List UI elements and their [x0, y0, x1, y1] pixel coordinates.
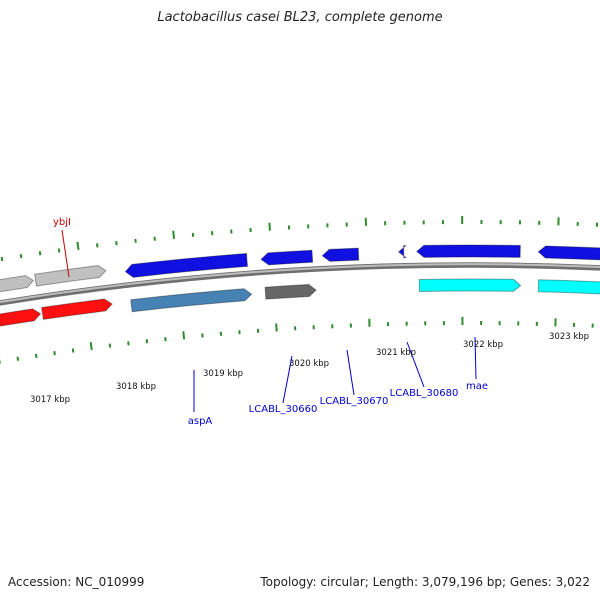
tick-mark [38, 251, 42, 256]
tick-mark [34, 353, 38, 359]
tick-mark [182, 331, 186, 340]
gene-arrow-LCABL_30670[interactable] [321, 247, 360, 262]
tick-mark [71, 348, 75, 353]
leader-line [346, 349, 355, 396]
genome-backbone [0, 262, 600, 306]
scale-label: 3018 kbp [116, 382, 156, 392]
gene-arrow-LCABL_30660[interactable] [260, 249, 314, 266]
gene-arrow-blue-right[interactable] [537, 245, 600, 261]
gene-label-ybjI[interactable]: ybjI [53, 217, 71, 228]
inner-tick-track [0, 316, 594, 364]
gene-arrow-grey[interactable] [34, 264, 107, 287]
gene-arrow-cyan-right[interactable] [537, 279, 600, 295]
genome-summary-text: Topology: circular; Length: 3,079,196 bp… [260, 575, 590, 589]
accession-text: Accession: NC_010999 [8, 575, 145, 589]
feature-track [0, 244, 600, 327]
tick-mark [16, 356, 20, 361]
scale-label: 3023 kbp [549, 332, 589, 342]
tick-mark [57, 248, 61, 253]
tick-mark [19, 253, 23, 259]
leader-line [282, 355, 293, 404]
tick-mark [76, 241, 80, 251]
label-leaders [61, 229, 477, 412]
leader-line [406, 341, 425, 388]
gene-label-mae[interactable]: mae [466, 381, 488, 392]
gene-labels: ybjI aspA LCABL_30660LCABL_30670LCABL_3068… [53, 217, 488, 427]
backbone-highlight [0, 263, 600, 304]
scale-label: 3019 kbp [203, 369, 243, 379]
tick-mark [172, 230, 175, 239]
tick-mark [268, 222, 271, 231]
gene-arrow-mae-upper[interactable] [415, 244, 521, 258]
tick-mark [89, 341, 93, 351]
tick-mark [108, 343, 112, 348]
scale-labels: 3017 kbp 3018 kbp 3019 kbp 3020 kbp 3021 kbp… [30, 332, 589, 405]
gene-label-LCABL_30680[interactable]: LCABL_30680 [390, 388, 459, 399]
gene-arrow-LCABL_30680[interactable] [397, 245, 408, 259]
gene-label-LCABL_30660[interactable]: LCABL_30660 [249, 404, 318, 415]
genome-title: Lactobacillus casei BL23, complete genom… [157, 10, 443, 25]
gene-label-aspA[interactable]: aspA [188, 416, 213, 427]
gene-arrow-aspA[interactable] [130, 288, 253, 313]
gene-arrow-blue-aspA[interactable] [124, 252, 249, 278]
leader-line [474, 336, 477, 380]
gene-label-LCABL_30670[interactable]: LCABL_30670 [320, 396, 389, 407]
leader-line [61, 229, 70, 278]
tick-mark [96, 243, 99, 248]
gene-arrow-mae[interactable] [418, 278, 522, 292]
tick-mark [0, 256, 4, 262]
scale-label: 3021 kbp [376, 348, 416, 358]
outer-tick-track [0, 216, 598, 262]
gene-arrow-grey-left[interactable] [0, 275, 35, 293]
tick-mark [134, 238, 137, 243]
gene-arrow-red-left[interactable] [0, 308, 42, 327]
tick-mark [53, 351, 56, 356]
gene-arrow-grey-dark[interactable] [264, 283, 317, 300]
gene-arrow-ybjI[interactable] [41, 298, 113, 320]
scale-label: 3020 kbp [289, 359, 329, 369]
scale-label: 3017 kbp [30, 395, 70, 405]
scale-label: 3022 kbp [463, 340, 503, 350]
tick-mark [275, 323, 278, 332]
